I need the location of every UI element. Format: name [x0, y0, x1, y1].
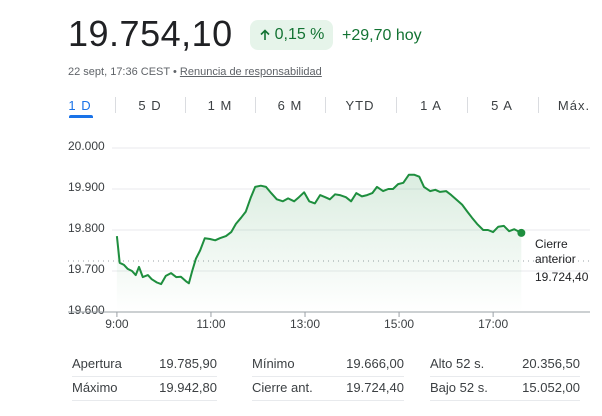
chart: 19.600 19.700 19.800 19.900 20.000 9:00 11:00 1…: [68, 139, 590, 331]
row-divider: [72, 400, 217, 401]
y-tick-label: 19.900: [68, 180, 105, 194]
range-tab[interactable]: 6 M: [277, 98, 303, 113]
y-tick-label: 19.800: [68, 221, 105, 235]
disclaimer-link[interactable]: Renuncia de responsabilidad: [179, 66, 322, 78]
stat-label: Alto 52 s.: [430, 356, 485, 371]
area: [116, 174, 522, 312]
stat-label: Bajo 52 s.: [430, 380, 488, 395]
range-tab[interactable]: 1 M: [207, 98, 233, 113]
stat-value: 19.724,40: [346, 380, 404, 395]
range-tab[interactable]: 1 A: [420, 98, 442, 113]
row-divider: [252, 400, 404, 401]
change-badge: 0,15 %: [250, 20, 333, 50]
stat-label: Mínimo: [252, 356, 295, 371]
tab-separator: [115, 97, 116, 113]
stat-label: Máximo: [72, 380, 118, 395]
stat-value: 19.942,80: [159, 380, 217, 395]
stat-value: 19.666,00: [346, 356, 404, 371]
row-divider: [430, 376, 580, 377]
y-tick-label: 19.600: [68, 303, 105, 317]
stat-value: 19.785,90: [159, 356, 217, 371]
change-absolute: +29,70 hoy: [342, 27, 422, 44]
stat-value: 20.356,50: [522, 356, 580, 371]
x-tick-label: 11:00: [196, 317, 225, 331]
stat-label: Cierre ant.: [252, 380, 313, 395]
range-tab[interactable]: Máx.: [557, 98, 591, 113]
range-tab[interactable]: 5 D: [138, 98, 162, 113]
stat-value: 15.052,00: [522, 380, 580, 395]
row-divider: [252, 376, 404, 377]
row-divider: [430, 400, 580, 401]
price-line: [115, 173, 522, 286]
range-tab[interactable]: 5 A: [491, 98, 513, 113]
y-tick-label: 19.700: [68, 262, 105, 276]
change-percent: 0,15 %: [274, 26, 325, 43]
x-tick-label: 9:00: [105, 317, 129, 331]
range-tab[interactable]: YTD: [345, 98, 375, 113]
timestamp: 22 sept, 17:36 CEST: [68, 66, 170, 78]
x-tick-label: 13:00: [290, 317, 320, 331]
tab-separator: [466, 97, 468, 113]
x-tick-label: 17:00: [478, 317, 508, 331]
tab-separator: [538, 97, 539, 113]
range-tab[interactable]: 1 D: [68, 98, 92, 113]
price: 19.754,10: [68, 13, 233, 54]
up-arrow-icon: [260, 29, 270, 40]
tab-separator: [395, 97, 397, 113]
row-divider: [72, 376, 217, 377]
tab-separator: [255, 97, 256, 113]
reference-value: 19.724,40: [535, 270, 589, 284]
timestamp-line: 22 sept, 17:36 CEST • Renuncia de respon…: [68, 66, 322, 78]
y-tick-label: 20.000: [68, 139, 105, 153]
last-point: [517, 228, 526, 237]
tab-separator: [185, 97, 186, 113]
separator: •: [172, 66, 177, 78]
x-tick-label: 15:00: [384, 317, 414, 331]
tab-separator: [325, 97, 326, 113]
reference-label: Cierre anterior: [535, 237, 576, 266]
stat-label: Apertura: [72, 356, 122, 371]
active-tab-indicator: [69, 115, 93, 118]
